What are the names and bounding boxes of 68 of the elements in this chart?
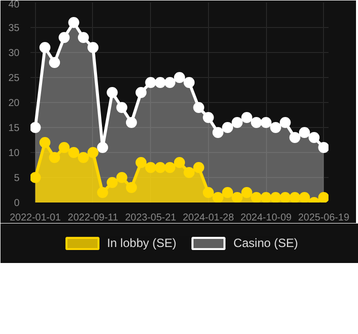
point	[232, 117, 243, 128]
point	[193, 102, 204, 113]
point	[174, 72, 185, 83]
point	[212, 127, 224, 138]
point	[280, 117, 291, 128]
x-tick-label: 2022-09-11	[68, 212, 119, 224]
point	[126, 182, 137, 193]
point	[232, 192, 243, 202]
point	[39, 42, 50, 53]
point	[222, 187, 234, 198]
point	[106, 87, 118, 98]
y-tick-label: 25	[8, 73, 20, 84]
point	[298, 192, 310, 202]
x-tick-label: 2023-05-21	[125, 212, 177, 224]
point	[289, 132, 300, 143]
point	[164, 162, 176, 173]
point	[97, 187, 108, 198]
point	[241, 187, 252, 198]
point	[30, 122, 41, 133]
point	[184, 77, 195, 88]
point	[49, 152, 60, 163]
point	[260, 117, 272, 128]
point	[136, 157, 147, 168]
point	[106, 177, 118, 188]
point	[68, 17, 80, 28]
y-tick-label: 15	[8, 123, 20, 134]
point	[270, 122, 282, 133]
point	[116, 172, 128, 183]
x-tick-label: 2025-06-19	[298, 212, 350, 224]
y-tick-label: 40	[8, 0, 20, 10]
point	[68, 147, 80, 158]
point	[78, 32, 89, 43]
x-tick-label: 2024-10-09	[240, 212, 292, 224]
point	[212, 192, 224, 202]
point	[97, 142, 108, 153]
point	[222, 122, 234, 133]
point	[184, 167, 195, 178]
y-tick-label: 20	[8, 98, 20, 109]
legend-label: Casino (SE)	[233, 236, 298, 250]
point	[136, 87, 147, 98]
point	[298, 127, 310, 138]
point	[318, 192, 328, 202]
point	[116, 102, 128, 113]
x-tick-label: 2022-01-01	[10, 212, 62, 224]
point	[39, 137, 50, 148]
y-tick-label: 0	[14, 198, 20, 209]
point	[49, 57, 60, 68]
point	[202, 187, 214, 198]
y-tick-label: 30	[8, 48, 20, 59]
y-tick-label: 35	[8, 23, 20, 34]
point	[126, 117, 137, 128]
point	[202, 112, 214, 123]
point	[241, 112, 252, 123]
point	[30, 172, 41, 183]
point	[308, 132, 320, 143]
legend-label: In lobby (SE)	[106, 236, 176, 250]
point	[193, 162, 204, 173]
point	[318, 142, 328, 153]
point	[164, 77, 176, 88]
point	[58, 142, 70, 153]
point	[58, 32, 70, 43]
y-tick-label: 10	[8, 148, 20, 159]
y-tick-label: 5	[14, 173, 20, 184]
point	[174, 157, 185, 168]
point	[87, 42, 98, 53]
point	[87, 147, 98, 158]
point	[78, 152, 89, 163]
x-tick-label: 2024-01-28	[182, 212, 234, 224]
